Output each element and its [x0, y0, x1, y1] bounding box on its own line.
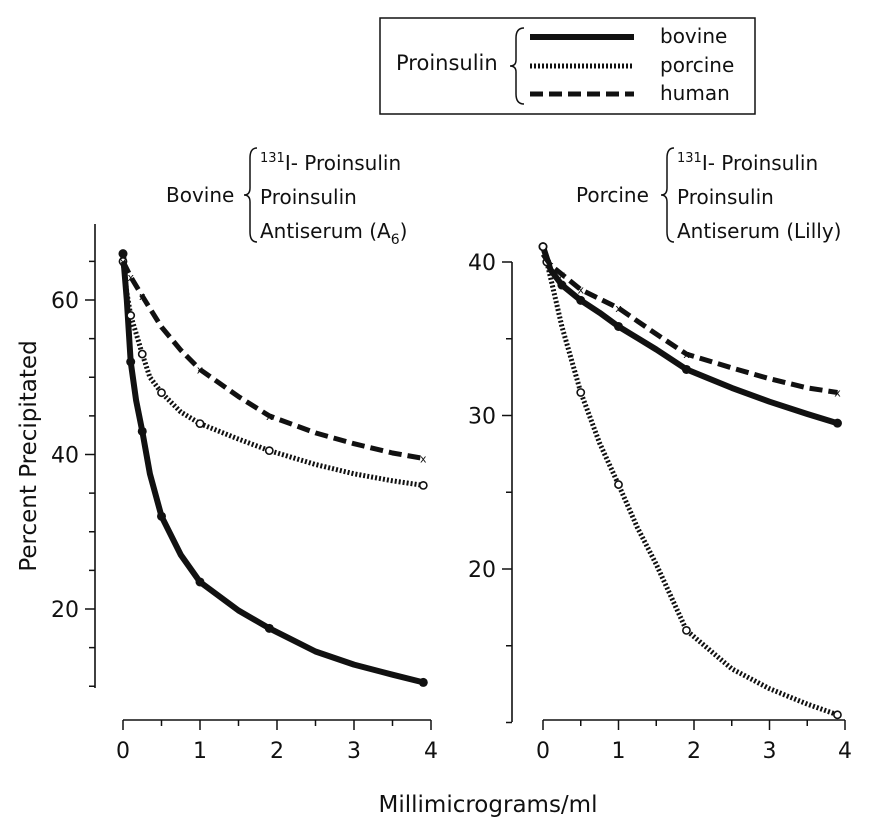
legend-group-label: Proinsulin: [396, 51, 498, 75]
left-point-porcine: [157, 388, 166, 398]
right-point-bovine: [614, 321, 623, 331]
left-system-brace: [243, 147, 258, 243]
right-x-tick-label: 3: [763, 739, 777, 764]
left-point-human: x: [266, 410, 273, 423]
left-x-tick-label: 1: [193, 739, 207, 764]
left-system-name: Bovine: [166, 183, 234, 207]
legend-label-porcine: porcine: [660, 53, 734, 77]
left-system-line-2: Proinsulin: [260, 185, 357, 209]
left-x-tick-label: 0: [116, 739, 130, 764]
legend-label-bovine: bovine: [660, 24, 727, 48]
left-series-bovine-line: [120, 253, 425, 686]
right-system-line-3: Antiserum (Lilly): [677, 219, 841, 243]
left-panel-system-label: Bovine 131I- Proinsulin Proinsulin Antis…: [166, 147, 407, 248]
left-point-human: x: [420, 452, 427, 465]
x-axis-title: Millimicrograms/ml: [379, 792, 598, 818]
left-system-isotope: 131: [260, 151, 285, 166]
right-point-bovine: [576, 295, 586, 305]
right-point-bovine: [681, 364, 691, 374]
right-point-human: x: [615, 302, 622, 315]
y-axis-title: Percent Precipitated: [16, 340, 42, 571]
right-point-porcine: [538, 242, 548, 252]
left-point-human: x: [197, 364, 204, 377]
right-point-human: x: [547, 259, 554, 272]
left-system-line-3: Antiserum (A6): [260, 219, 407, 248]
left-system-line-1: 131I- Proinsulin: [260, 151, 401, 175]
right-system-brace: [660, 147, 675, 243]
left-series-porcine-line: [120, 261, 424, 488]
right-point-human: x: [683, 348, 690, 361]
left-system-tracer: I- Proinsulin: [285, 151, 401, 175]
left-x-tick-label: 4: [424, 739, 438, 764]
left-point-human: x: [120, 255, 127, 268]
right-system-line-2: Proinsulin: [677, 185, 774, 209]
left-point-bovine: [126, 357, 136, 367]
right-system-tracer: I- Proinsulin: [702, 151, 818, 175]
right-panel-system-label: Porcine 131I- Proinsulin Proinsulin Anti…: [576, 147, 841, 243]
legend: Proinsulin bovine porcine human: [379, 17, 756, 115]
right-x-tick-label: 1: [612, 739, 626, 764]
right-point-human: x: [577, 284, 584, 297]
right-system-name: Porcine: [576, 183, 649, 207]
right-y-tick-label: 40: [468, 251, 496, 276]
right-x-tick-label: 0: [536, 739, 550, 764]
left-point-human: x: [127, 271, 134, 284]
right-point-human: x: [559, 268, 566, 281]
right-x-tick-label: 2: [687, 739, 701, 764]
left-series-human-line: [120, 260, 424, 461]
left-x-tick-label: 2: [270, 739, 284, 764]
left-y-tick-label: 60: [51, 289, 79, 314]
right-x-tick-label: 4: [838, 739, 852, 764]
left-point-porcine: [195, 419, 205, 428]
left-point-bovine: [118, 249, 128, 259]
right-point-porcine: [682, 626, 691, 635]
right-system-isotope: 131: [677, 151, 702, 166]
left-y-tick-label: 20: [51, 598, 79, 623]
left-system-antiserum: Antiserum (A: [260, 219, 391, 243]
left-system-antiserum-subscript: 6: [391, 232, 400, 248]
right-point-porcine: [576, 388, 586, 397]
legend-frame: [379, 17, 756, 115]
right-point-bovine: [832, 418, 842, 428]
left-point-bovine: [418, 677, 428, 687]
right-point-bovine: [557, 280, 567, 290]
left-point-human: x: [139, 290, 146, 303]
left-point-porcine: [137, 349, 147, 359]
left-point-bovine: [195, 577, 205, 587]
right-y-tick-label: 30: [468, 405, 496, 430]
legend-brace: [509, 27, 525, 105]
left-x-tick-label: 3: [347, 739, 361, 764]
right-y-tick-label: 20: [468, 558, 496, 583]
right-system-line-1: 131I- Proinsulin: [677, 151, 818, 175]
left-y-tick-label: 40: [51, 444, 79, 469]
right-series-human-line: [540, 252, 838, 395]
left-point-bovine: [137, 426, 147, 436]
left-point-bovine: [264, 623, 274, 633]
right-point-porcine: [833, 710, 842, 720]
right-point-human: x: [834, 386, 841, 399]
legend-label-human: human: [660, 81, 730, 105]
right-series-porcine-line: [540, 246, 839, 718]
left-point-porcine: [418, 480, 428, 490]
left-point-bovine: [157, 511, 166, 521]
right-series-bovine-line: [540, 245, 839, 427]
left-point-porcine: [126, 311, 136, 320]
left-point-porcine: [264, 446, 274, 456]
right-point-porcine: [614, 480, 623, 489]
left-system-antiserum-close: ): [400, 219, 408, 243]
